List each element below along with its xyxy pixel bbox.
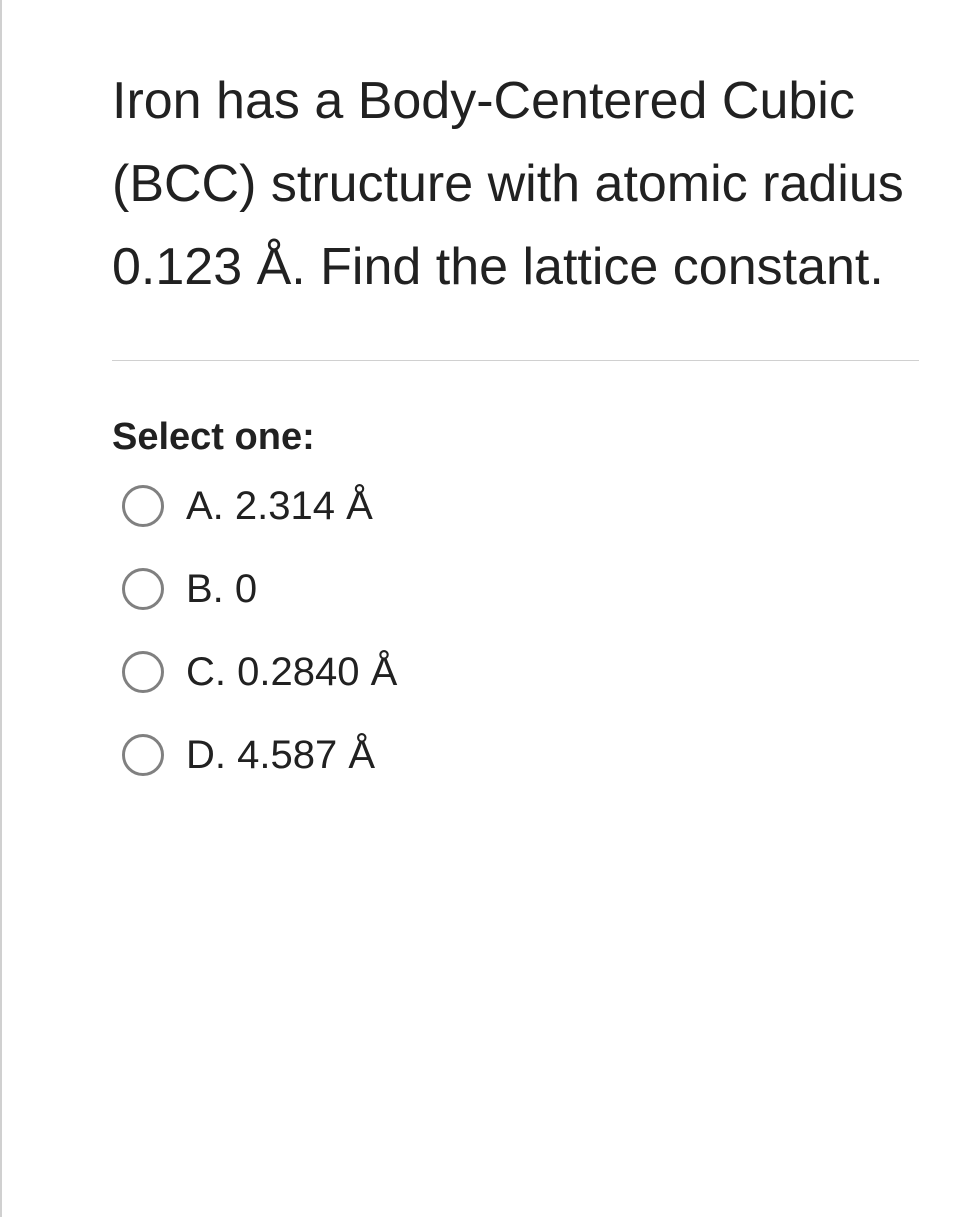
option-c[interactable]: C. 0.2840 Å bbox=[122, 650, 919, 695]
option-a[interactable]: A. 2.314 Å bbox=[122, 484, 919, 529]
option-b[interactable]: B. 0 bbox=[122, 567, 919, 612]
select-prompt: Select one: bbox=[112, 416, 919, 459]
radio-icon bbox=[122, 485, 164, 527]
radio-icon bbox=[122, 568, 164, 610]
option-label: C. 0.2840 Å bbox=[186, 650, 397, 695]
option-label: A. 2.314 Å bbox=[186, 484, 373, 529]
radio-icon bbox=[122, 734, 164, 776]
options-list: A. 2.314 Å B. 0 C. 0.2840 Å D. 4.587 Å bbox=[112, 484, 919, 778]
radio-icon bbox=[122, 651, 164, 693]
option-label: B. 0 bbox=[186, 567, 257, 612]
option-d[interactable]: D. 4.587 Å bbox=[122, 733, 919, 778]
question-text: Iron has a Body-Centered Cubic (BCC) str… bbox=[112, 60, 919, 361]
option-label: D. 4.587 Å bbox=[186, 733, 375, 778]
question-container: Iron has a Body-Centered Cubic (BCC) str… bbox=[2, 0, 979, 838]
